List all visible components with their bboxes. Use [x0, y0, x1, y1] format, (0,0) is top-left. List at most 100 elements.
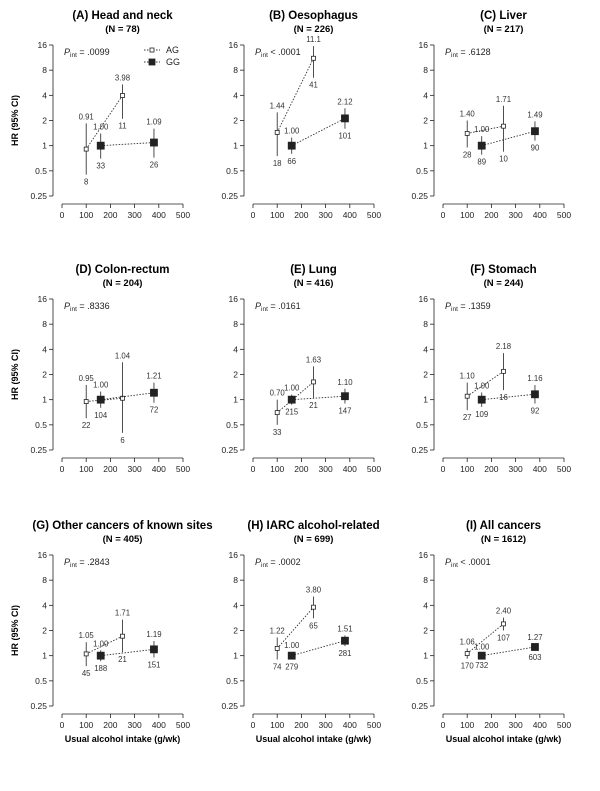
hr-label: 1.10 — [337, 378, 353, 387]
series-connector — [481, 393, 536, 401]
panel-title: (G) Other cancers of known sites — [32, 520, 212, 532]
panel-title: (H) IARC alcohol-related — [247, 520, 379, 532]
y-tick-label: 0.5 — [35, 166, 47, 176]
x-tick-label: 100 — [460, 210, 474, 220]
legend-marker-gg — [148, 58, 156, 66]
x-tick-label: 100 — [79, 720, 93, 730]
data-point — [120, 395, 125, 401]
panel-title: (B) Oesophagus — [269, 10, 358, 22]
case-count-label: 22 — [82, 421, 91, 430]
x-tick-label: 200 — [484, 720, 498, 730]
x-tick-label: 300 — [319, 720, 333, 730]
data-point — [464, 131, 470, 136]
data-point — [274, 410, 280, 416]
case-count-label: 215 — [285, 408, 299, 417]
x-tick-label: 100 — [460, 464, 474, 474]
y-tick-label: 1 — [423, 141, 428, 151]
hr-label: 3.80 — [306, 586, 322, 595]
y-tick-label: 8 — [42, 575, 47, 585]
p-value: = .2843 — [77, 557, 110, 567]
x-tick-label: 400 — [533, 720, 547, 730]
x-tick-label: 500 — [557, 464, 571, 474]
data-point — [477, 651, 486, 660]
p-subscript: int — [451, 562, 458, 569]
series-ag: 1.06 170 2.40 107 — [460, 607, 512, 671]
data-point — [464, 651, 470, 656]
x-tick-label: 200 — [484, 210, 498, 220]
case-count-label: 33 — [273, 428, 282, 437]
panel-g: (G) Other cancers of known sites (N = 405… — [10, 520, 213, 744]
hr-label: 1.71 — [496, 95, 511, 104]
legend-marker-ag — [149, 47, 155, 53]
series-connector — [481, 646, 536, 657]
data-point — [120, 633, 125, 639]
p-value: < .0001 — [268, 47, 301, 57]
x-tick-label: 500 — [557, 210, 571, 220]
y-tick-label: 0.5 — [35, 420, 47, 430]
x-tick-label: 500 — [367, 464, 381, 474]
case-count-label: 170 — [461, 662, 475, 671]
y-axis-label: HR (95% CI) — [10, 349, 20, 400]
hr-label: 1.51 — [337, 624, 352, 633]
series-connector — [291, 640, 346, 657]
p-interaction: Pint = .8336 — [64, 301, 110, 313]
data-point — [311, 55, 316, 61]
case-count-label: 10 — [499, 155, 508, 164]
y-tick-label: 1 — [233, 141, 238, 151]
y-tick-label: 1 — [423, 651, 428, 661]
x-tick-label: 100 — [79, 210, 93, 220]
series-ag: 1.40 28 1.71 10 — [460, 95, 511, 164]
case-count-label: 603 — [528, 653, 541, 662]
case-count-label: 151 — [147, 661, 160, 670]
series-ag: 0.91 8 3.98 11 — [79, 73, 130, 186]
y-tick-label: 0.5 — [416, 166, 428, 176]
p-value: = .8336 — [77, 301, 110, 311]
p-subscript: int — [261, 52, 268, 59]
x-tick-label: 200 — [103, 720, 117, 730]
x-tick-label: 100 — [270, 464, 284, 474]
case-count-label: 188 — [94, 664, 107, 673]
y-tick-label: 2 — [233, 370, 238, 380]
hr-label: 1.71 — [115, 609, 130, 618]
panel-title: (D) Colon-rectum — [76, 264, 170, 276]
data-point — [501, 368, 506, 374]
panel-n-label: (N = 204) — [103, 278, 143, 289]
data-point — [477, 395, 486, 404]
hr-label: 2.18 — [496, 342, 511, 351]
hr-label: 1.00 — [93, 381, 109, 390]
y-tick-label: 4 — [233, 90, 238, 100]
y-tick-label: 0.5 — [416, 420, 428, 430]
panel-h: (H) IARC alcohol-related (N = 699) 0.25 0.5… — [221, 520, 381, 744]
case-count-label: 92 — [531, 406, 540, 415]
series-gg: 1.00 215 1.10 147 — [284, 378, 353, 417]
y-tick-label: 2 — [42, 626, 47, 636]
x-tick-label: 200 — [294, 464, 308, 474]
y-tick-label: 4 — [42, 344, 47, 354]
p-subscript: int — [261, 562, 268, 569]
data-point — [341, 392, 349, 401]
x-tick-label: 500 — [367, 720, 381, 730]
panel-d: (D) Colon-rectum (N = 204) 0.25 0.5 1 2 4 8 16 0 1… — [10, 264, 190, 474]
x-tick-label: 400 — [533, 464, 547, 474]
series-gg: 1.00 109 1.16 92 — [474, 374, 542, 419]
y-tick-label: 4 — [233, 344, 238, 354]
x-tick-label: 300 — [509, 464, 523, 474]
x-tick-label: 400 — [152, 210, 166, 220]
panel-title: (E) Lung — [290, 264, 337, 276]
y-tick-label: 1 — [233, 395, 238, 405]
case-count-label: 11 — [118, 122, 126, 131]
x-tick-label: 400 — [533, 210, 547, 220]
data-point — [287, 395, 296, 404]
y-tick-label: 1 — [233, 651, 238, 661]
panel-f: (F) Stomach (N = 244) 0.25 0.5 1 2 4 8 16 0 100 200… — [411, 264, 571, 474]
data-point — [501, 123, 506, 129]
x-tick-label: 300 — [319, 210, 333, 220]
case-count-label: 27 — [463, 413, 472, 422]
panel-a: (A) Head and neck (N = 78) 0.25 0.5 1 2 4 8 16 0 1… — [10, 10, 190, 220]
data-point — [150, 138, 158, 147]
case-count-label: 65 — [309, 621, 318, 630]
p-value: = .6128 — [458, 47, 491, 57]
panel-n-label: (N = 217) — [484, 24, 524, 35]
panel-title: (F) Stomach — [470, 264, 536, 276]
panel-title: (C) Liver — [480, 10, 527, 22]
